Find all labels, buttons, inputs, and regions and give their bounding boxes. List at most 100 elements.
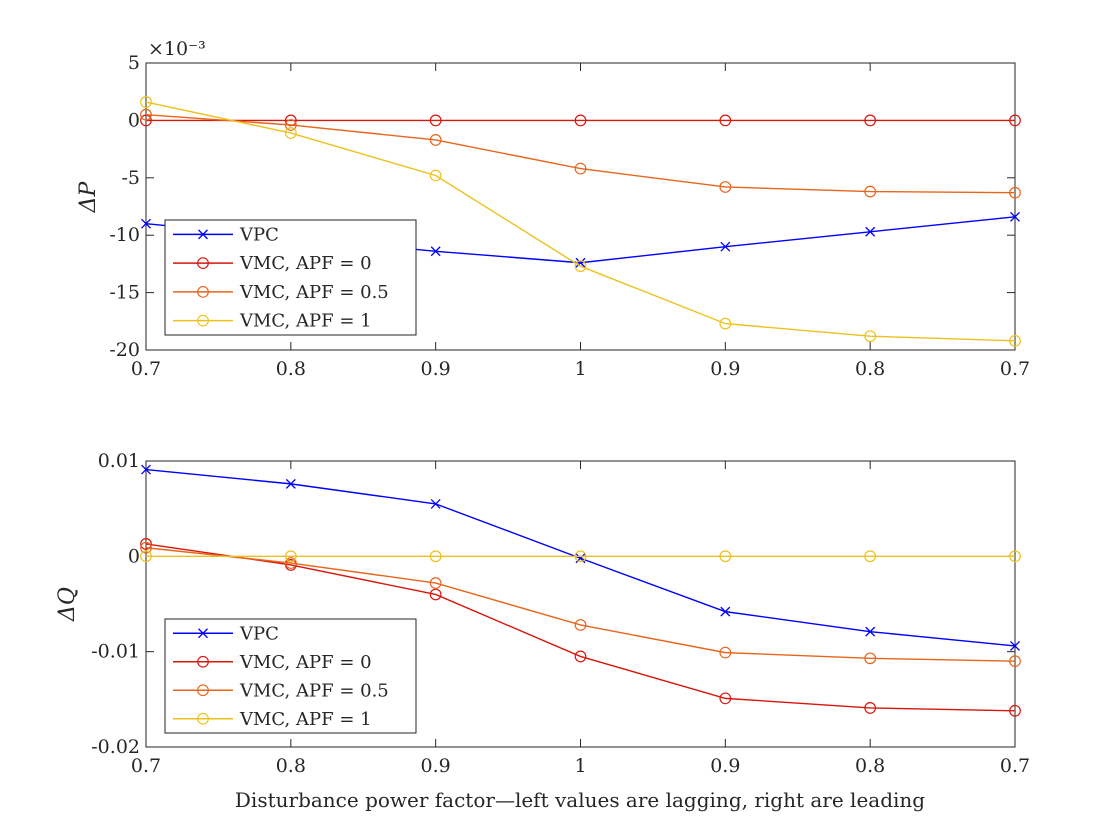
delta-q-series-1-circle-marker xyxy=(864,702,877,714)
delta-q-legend-label: VPC xyxy=(239,623,279,644)
delta-q-legend-entry: VPC xyxy=(173,623,279,644)
delta-p-y-exponent: ×10⁻³ xyxy=(148,38,206,60)
delta-q-series-3-circle-marker xyxy=(864,550,877,563)
delta-q-legend-entry: VMC, APF = 0.5 xyxy=(173,680,389,701)
delta-q-legend-entry: VMC, APF = 0 xyxy=(173,652,372,673)
delta-p-y-tick-label: -5 xyxy=(121,167,140,189)
delta-q-series-0-x-marker xyxy=(865,626,876,637)
delta-q-legend-entry: VMC, APF = 1 xyxy=(173,709,372,730)
delta-p-series-1-circle-marker xyxy=(429,114,442,127)
delta-q-legend: VPC VMC, APF = 0 VMC, APF = 0.5 VMC, APF = … xyxy=(164,618,417,734)
delta-p-series-2-circle-marker xyxy=(429,134,442,146)
delta-q-series-2-circle-marker xyxy=(719,646,732,659)
delta-q-series-1-circle-marker xyxy=(140,538,152,550)
delta-p-subplot: 50-5-10-15-20 0.7 0.8 0.9 1 0.9 0.8 0.7 ×10⁻³ … xyxy=(76,38,1030,380)
delta-q-series-2-circle-marker xyxy=(140,541,152,554)
delta-q-legend-label: VMC, APF = 0 xyxy=(239,652,372,673)
delta-q-series-2-circle-marker xyxy=(1009,655,1021,668)
delta-p-legend-circle-marker xyxy=(197,314,209,327)
delta-p-series-3-line xyxy=(145,101,1016,342)
delta-q-y-tick-label: -0.02 xyxy=(91,736,140,758)
delta-q-legend-circle-marker xyxy=(197,655,209,668)
delta-q-series-0-x-marker xyxy=(1010,640,1020,651)
delta-p-legend-label: VMC, APF = 1 xyxy=(239,311,372,332)
delta-q-y-tick-label: 0 xyxy=(128,545,140,567)
delta-p-series-2-circle-marker xyxy=(1009,186,1021,199)
delta-q-x-tick-label: 0.7 xyxy=(1000,755,1030,777)
delta-p-series-2-circle-marker xyxy=(574,162,587,175)
delta-p-series-3-circle-marker xyxy=(284,127,297,139)
delta-q-series-2 xyxy=(140,541,1021,668)
delta-q-series-3 xyxy=(140,550,1021,563)
delta-p-series-1-circle-marker xyxy=(719,114,732,127)
delta-q-series-0-x-marker xyxy=(141,464,151,475)
delta-q-series-2-circle-marker xyxy=(429,577,442,589)
delta-p-y-tick-label: -15 xyxy=(109,282,140,304)
delta-p-y-axis-label: ΔP xyxy=(76,180,101,213)
delta-p-series-2-circle-marker xyxy=(864,185,877,198)
delta-p-series-0-x-marker xyxy=(720,241,731,252)
delta-q-series-0-x-marker xyxy=(720,606,731,617)
delta-p-series-1-circle-marker xyxy=(284,114,297,127)
delta-p-series-0-x-marker xyxy=(575,257,586,268)
delta-q-legend-x-marker xyxy=(198,628,208,639)
delta-q-series-0-x-marker xyxy=(430,498,441,509)
delta-p-legend-circle-marker xyxy=(197,257,209,270)
delta-p-legend-label: VMC, APF = 0.5 xyxy=(239,282,389,303)
delta-q-series-2-line xyxy=(145,547,1016,662)
delta-p-series-2-line xyxy=(145,113,1016,194)
delta-q-x-tick-label: 1 xyxy=(574,755,586,777)
delta-p-series-3-circle-marker xyxy=(574,260,587,273)
delta-q-y-tick-label: 0.01 xyxy=(98,450,140,472)
delta-q-y-tick-label: -0.01 xyxy=(91,641,140,663)
delta-p-series-3-circle-marker xyxy=(429,169,442,182)
delta-q-x-ticks: 0.7 0.8 0.9 1 0.9 0.8 0.7 xyxy=(131,461,1030,777)
delta-q-y-ticks: 0.01 0 -0.01 -0.02 xyxy=(91,450,1015,758)
delta-p-series-0-x-marker xyxy=(141,218,151,229)
delta-p-series-1-circle-marker xyxy=(574,114,587,127)
delta-p-legend-entry: VPC xyxy=(173,224,279,245)
delta-p-legend-entry: VMC, APF = 0.5 xyxy=(173,282,389,303)
delta-q-series-1-line xyxy=(145,543,1016,712)
delta-p-series-1-circle-marker xyxy=(1009,114,1021,127)
delta-p-legend: VPC VMC, APF = 0 VMC, APF = 0.5 VMC, APF = … xyxy=(164,219,417,336)
delta-q-series-0-x-marker xyxy=(285,478,296,489)
delta-p-legend-x-marker xyxy=(198,229,208,240)
delta-q-series-2-circle-marker xyxy=(574,619,587,631)
delta-q-series-1-circle-marker xyxy=(574,650,587,663)
delta-q-series-1-circle-marker xyxy=(429,588,442,601)
delta-p-series-3-circle-marker xyxy=(1009,334,1021,347)
delta-q-x-tick-label: 0.8 xyxy=(276,755,306,777)
delta-p-y-ticks: 5 0 -5 -10 -15 -20 xyxy=(109,52,1015,361)
delta-p-x-ticks: 0.7 0.8 0.9 1 0.9 0.8 0.7 xyxy=(131,63,1030,380)
delta-p-x-tick-label: 0.9 xyxy=(421,358,451,380)
delta-p-series-3 xyxy=(140,96,1021,347)
delta-p-legend-label: VMC, APF = 0 xyxy=(239,253,372,274)
delta-q-legend-label: VMC, APF = 1 xyxy=(239,709,372,730)
delta-q-x-tick-label: 0.7 xyxy=(131,755,161,777)
delta-p-y-tick-label: 5 xyxy=(128,52,140,74)
delta-q-x-tick-label: 0.9 xyxy=(710,755,740,777)
delta-q-series-1-circle-marker xyxy=(719,692,732,705)
x-axis-label: Disturbance power factor—left values are… xyxy=(235,788,925,812)
delta-p-series-0-x-marker xyxy=(1010,211,1020,222)
delta-q-series-3-circle-marker xyxy=(574,550,587,563)
delta-p-series-0-x-marker xyxy=(430,246,441,257)
delta-q-series-2-circle-marker xyxy=(864,652,877,665)
delta-p-series-2 xyxy=(140,108,1021,199)
delta-p-series-1-circle-marker xyxy=(864,114,877,127)
delta-p-legend-entry: VMC, APF = 0 xyxy=(173,253,372,274)
delta-q-series-3-circle-marker xyxy=(429,550,442,563)
delta-p-x-tick-label: 0.7 xyxy=(1000,358,1030,380)
delta-p-series-2-circle-marker xyxy=(284,119,297,131)
delta-p-series-1 xyxy=(140,114,1021,127)
delta-p-series-2-circle-marker xyxy=(719,181,732,193)
delta-p-x-tick-label: 0.9 xyxy=(710,358,740,380)
delta-p-legend-circle-marker xyxy=(197,285,209,298)
delta-q-legend-label: VMC, APF = 0.5 xyxy=(239,680,389,701)
delta-q-series-2-circle-marker xyxy=(284,557,297,569)
delta-p-y-tick-label: 0 xyxy=(128,109,140,131)
delta-p-y-tick-label: -10 xyxy=(109,224,140,246)
delta-q-x-tick-label: 0.9 xyxy=(421,755,451,777)
